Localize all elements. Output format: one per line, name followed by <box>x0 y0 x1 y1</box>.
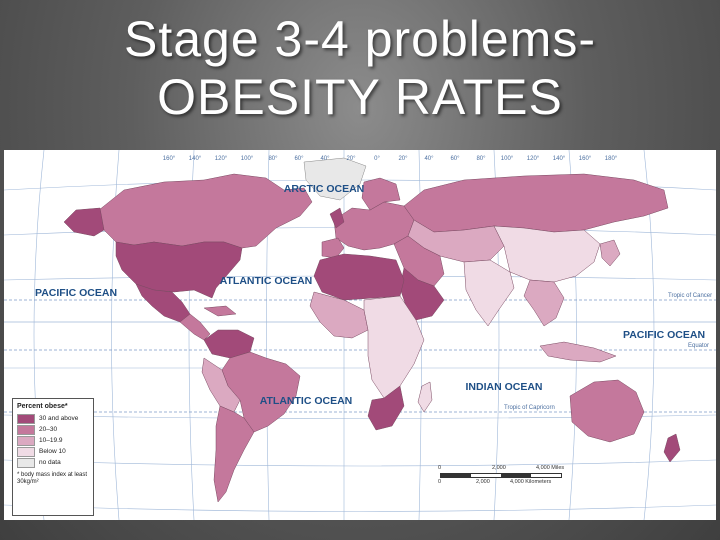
legend-item: 20–30 <box>17 424 93 435</box>
china-mongolia <box>493 225 601 283</box>
longitude-tick-label: 40° <box>424 156 434 162</box>
longitude-tick-label: 20° <box>398 156 408 162</box>
label-atlantic-north: ATLANTIC OCEAN <box>220 275 313 287</box>
legend-label: Below 10 <box>39 448 66 455</box>
greenland <box>303 157 367 201</box>
longitude-tick-label: 60° <box>450 156 460 162</box>
uk-ireland <box>329 207 345 229</box>
scale-miles-end: 4,000 Miles <box>536 465 565 471</box>
longitude-tick-label: 160° <box>579 156 592 162</box>
legend-swatch <box>17 424 35 435</box>
west-africa <box>309 291 369 339</box>
australia <box>569 379 645 443</box>
longitude-tick-label: 180° <box>605 156 618 162</box>
longitude-tick-label: 60° <box>294 156 304 162</box>
legend-swatch <box>17 435 35 446</box>
legend-item: Below 10 <box>17 446 93 457</box>
legend-item: 10–19.9 <box>17 435 93 446</box>
scale-bar: 0 2,000 4,000 Miles 0 2,000 4,000 Kilome… <box>436 465 566 489</box>
new-zealand <box>663 433 681 463</box>
venezuela-colombia <box>203 329 255 359</box>
special-parallels <box>4 299 716 413</box>
label-equator: Equator <box>688 343 709 349</box>
longitude-tick-label: 20° <box>346 156 356 162</box>
longitude-tick-label: 0° <box>374 156 380 162</box>
title-line-2: OBESITY RATES <box>157 69 563 125</box>
argentina-chile <box>213 405 255 503</box>
madagascar <box>417 381 433 413</box>
longitude-tick-label: 140° <box>189 156 202 162</box>
longitude-tick-label: 120° <box>215 156 228 162</box>
map-svg: ARCTIC OCEAN ATLANTIC OCEAN PACIFIC OCEA… <box>4 150 716 520</box>
japan-korea <box>599 239 621 267</box>
legend-items: 30 and above 20–30 10–19.9 Below 10 no data <box>13 413 93 468</box>
scale-km-start: 0 <box>438 479 442 485</box>
label-arctic-1: ARCTIC OCEAN <box>284 183 365 195</box>
longitude-tick-label: 40° <box>320 156 330 162</box>
label-pacific-west: PACIFIC OCEAN <box>623 329 705 341</box>
iberia <box>321 237 345 259</box>
label-tropic-capricorn: Tropic of Capricorn <box>504 405 555 411</box>
scale-bar-graphic <box>440 473 562 478</box>
longitude-tick-label: 80° <box>268 156 278 162</box>
legend-title: Percent obese* <box>17 403 68 410</box>
legend-label: 10–19.9 <box>39 437 63 444</box>
slide-title: Stage 3-4 problems- OBESITY RATES <box>0 10 720 126</box>
label-tropic-cancer: Tropic of Cancer <box>668 293 712 299</box>
label-indian: INDIAN OCEAN <box>465 381 542 393</box>
central-america <box>179 313 211 341</box>
canada <box>98 173 313 249</box>
legend-label: 20–30 <box>39 426 58 433</box>
label-atlantic-south: ATLANTIC OCEAN <box>260 395 353 407</box>
legend-label: 30 and above <box>39 415 79 422</box>
longitude-tick-label: 120° <box>527 156 540 162</box>
scale-miles-mid: 2,000 <box>492 465 506 471</box>
world-obesity-map: ARCTIC OCEAN ATLANTIC OCEAN PACIFIC OCEA… <box>4 150 716 520</box>
longitude-tick-label: 80° <box>476 156 486 162</box>
united-states <box>115 241 243 299</box>
russia <box>403 173 669 233</box>
longitude-ticks: 160° 140° 120° 100° 80° 60° 40° 20° 0° 20° 40° 60° 8… <box>163 156 618 162</box>
longitude-tick-label: 140° <box>553 156 566 162</box>
title-line-1: Stage 3-4 problems- <box>123 11 596 67</box>
legend-item: 30 and above <box>17 413 93 424</box>
southeast-asia <box>523 279 565 327</box>
india <box>463 259 515 327</box>
legend-swatch <box>17 457 35 468</box>
legend: Percent obese* 30 and above 20–30 10–19.9 B… <box>12 398 94 516</box>
longitude-tick-label: 100° <box>501 156 514 162</box>
arabian-peninsula <box>399 267 445 321</box>
scale-km-mid: 2,000 <box>476 479 490 485</box>
indonesia <box>539 341 617 363</box>
southern-africa <box>367 385 405 431</box>
longitude-tick-label: 100° <box>241 156 254 162</box>
scale-miles-start: 0 <box>438 465 442 471</box>
caribbean <box>203 305 237 317</box>
legend-swatch <box>17 413 35 424</box>
longitude-tick-label: 160° <box>163 156 176 162</box>
legend-label: no data <box>39 459 61 466</box>
alaska <box>63 207 105 237</box>
legend-swatch <box>17 446 35 457</box>
label-pacific-east: PACIFIC OCEAN <box>35 287 117 299</box>
legend-note: * body mass index at least 30kg/m² <box>17 472 88 485</box>
north-africa <box>313 253 405 301</box>
scale-km-end: 4,000 Kilometers <box>510 479 552 485</box>
scandinavia <box>361 177 401 211</box>
legend-item: no data <box>17 457 93 468</box>
